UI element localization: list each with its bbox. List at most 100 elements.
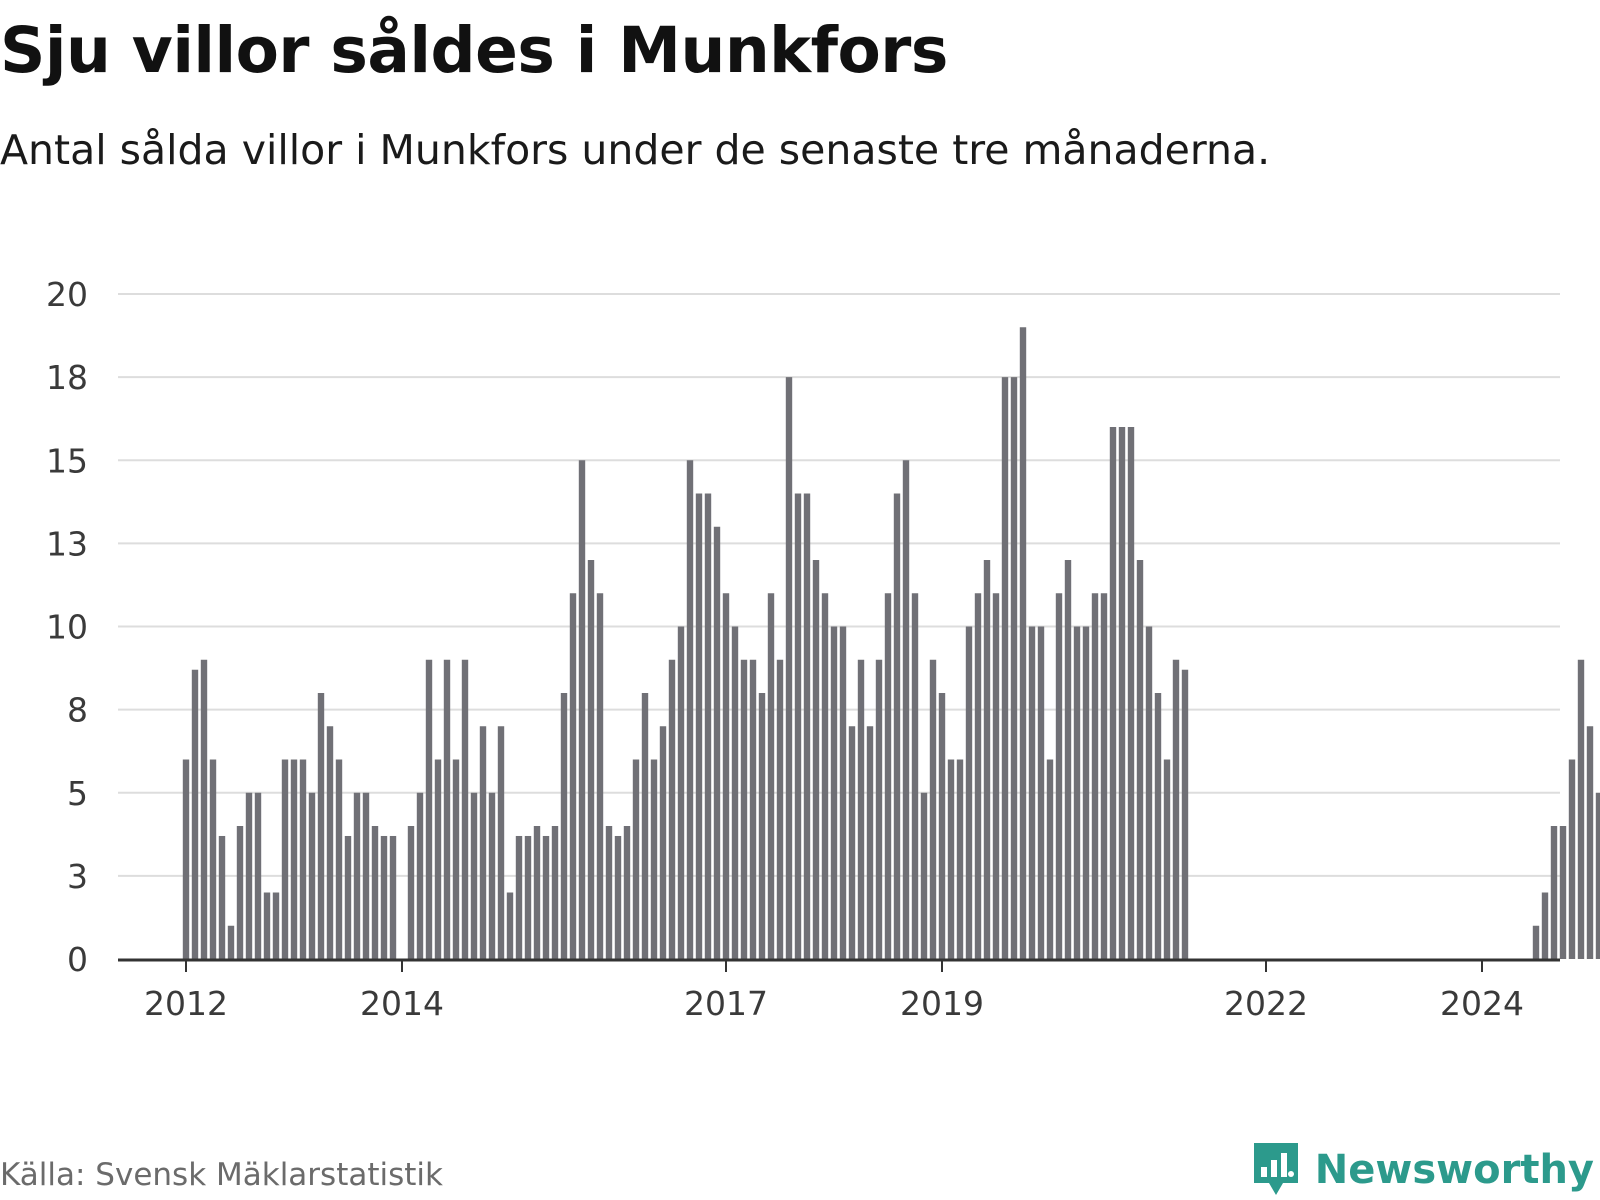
bar [254,792,262,959]
bar [722,593,730,959]
bar [1109,427,1117,959]
bar [974,593,982,959]
bar [533,826,541,959]
bar [1046,759,1054,959]
bar [776,659,784,959]
bar [560,693,568,959]
bar [281,759,289,959]
bar [272,892,280,959]
bar [335,759,343,959]
bar [218,835,226,959]
bar [614,835,622,959]
bars [182,327,1600,959]
bar [884,593,892,959]
bar [650,759,658,959]
bar [803,493,811,959]
bar [1037,626,1045,959]
bar [371,826,379,959]
brand-logo[interactable]: Newsworthy [1251,1140,1594,1200]
bar [200,659,208,959]
bar [749,659,757,959]
bar [191,669,199,959]
bar [857,659,865,959]
bar [245,792,253,959]
bar [443,659,451,959]
bar [875,659,883,959]
bar [470,792,478,959]
bar [740,659,748,959]
source-note: Källa: Svensk Mäklarstatistik [0,1157,443,1193]
y-tick-label: 15 [46,441,88,480]
bar [227,925,235,959]
x-tick-label: 2012 [144,984,228,1023]
bar [1082,626,1090,959]
bar [821,593,829,959]
bar [1181,669,1189,959]
bar [506,892,514,959]
bar [488,792,496,959]
bar [1010,377,1018,959]
bar [758,693,766,959]
gridlines [118,293,1560,877]
bar [1568,759,1576,959]
bar [929,659,937,959]
bar [677,626,685,959]
bar [983,560,991,959]
bar [686,460,694,959]
bar [992,593,1000,959]
bar [1595,792,1600,959]
y-tick-label: 3 [67,857,88,896]
bar [407,826,415,959]
bar [938,693,946,959]
bar [605,826,613,959]
bar [866,726,874,959]
chart-subtitle: Antal sålda villor i Munkfors under de s… [0,126,1271,174]
bar [767,593,775,959]
bar [1100,593,1108,959]
bar [1055,593,1063,959]
bar [578,460,586,959]
bar [893,493,901,959]
bar [632,759,640,959]
y-tick-label: 8 [67,691,88,730]
bar [848,726,856,959]
bar [668,659,676,959]
bar [1019,327,1027,959]
bar [587,560,595,959]
bar [380,835,388,959]
bar [956,759,964,959]
bar [389,835,397,959]
bar [1064,560,1072,959]
bar [524,835,532,959]
bar [569,593,577,959]
bar [1586,726,1594,959]
bar [452,759,460,959]
bar [623,826,631,959]
bar [515,835,523,959]
bar [290,759,298,959]
bar [461,659,469,959]
bar [1532,925,1540,959]
bar [308,792,316,959]
y-axis-ticks: 0 3 5 8 10 13 15 18 20 [46,275,88,979]
bar [641,693,649,959]
bar [1091,593,1099,959]
bar [209,759,217,959]
bar [353,792,361,959]
y-tick-label: 0 [67,940,88,979]
bar [659,726,667,959]
bar [839,626,847,959]
bar [713,526,721,959]
x-axis-ticks: 2012 2014 2017 2019 2022 2024 [144,960,1524,1023]
bar [920,792,928,959]
bar [704,493,712,959]
bar [1577,659,1585,959]
bar [1118,427,1126,959]
bar [731,626,739,959]
bar [551,826,559,959]
bar [1154,693,1162,959]
bar [182,759,190,959]
bar [1136,560,1144,959]
bar [1073,626,1081,959]
bar [497,726,505,959]
